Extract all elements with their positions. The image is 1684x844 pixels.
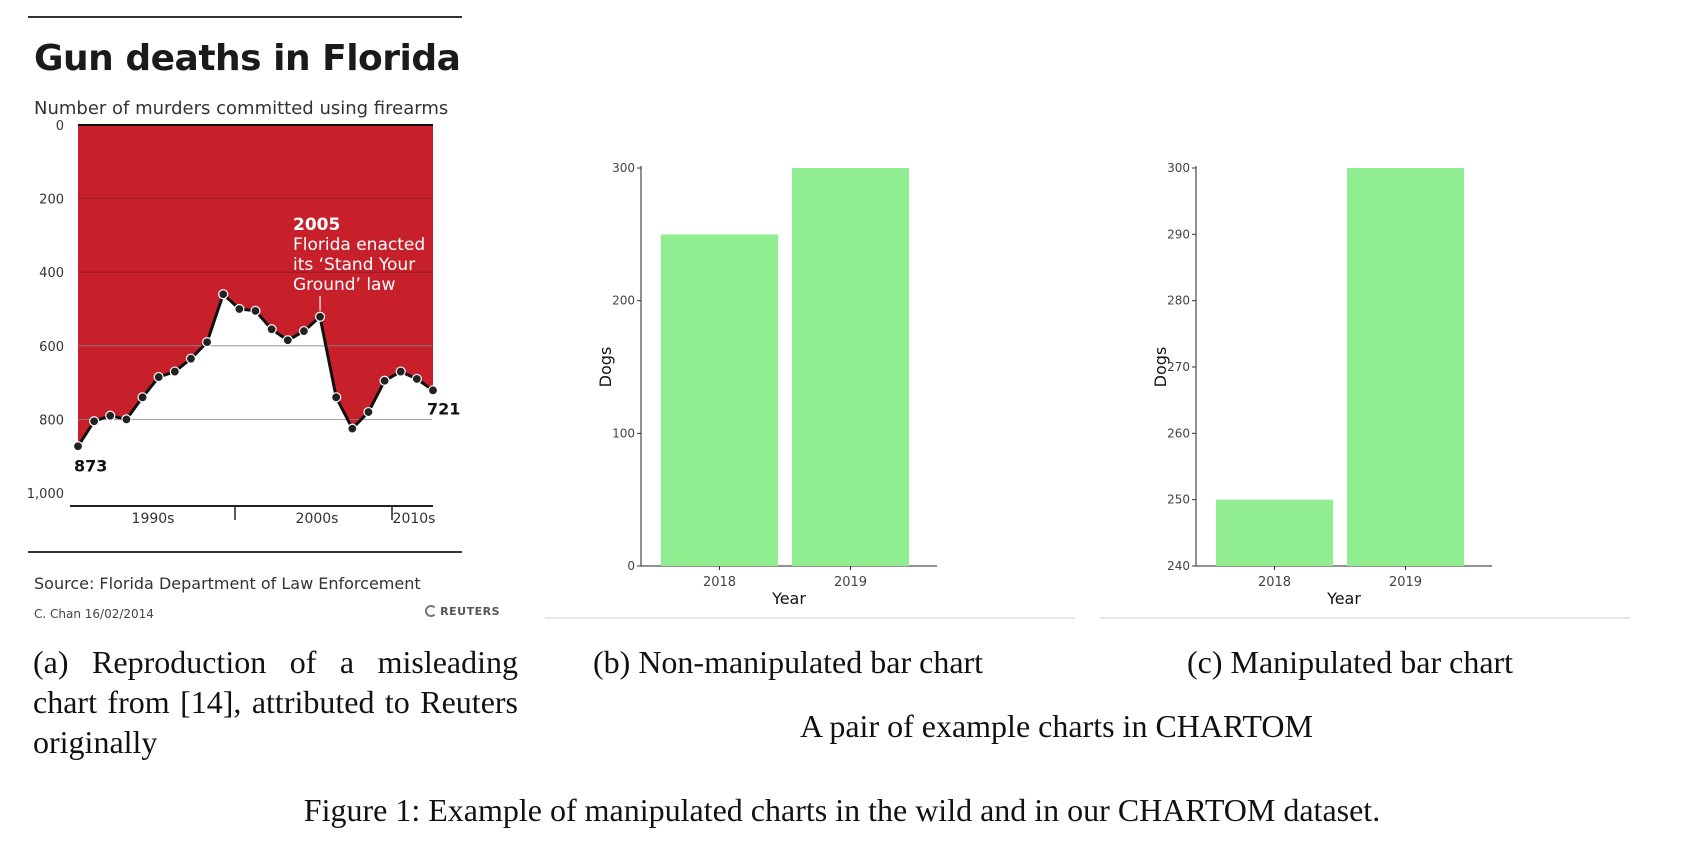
reuters-logo: REUTERS — [425, 605, 500, 618]
caption-a: (a) Reproduction of a misleading chart f… — [33, 644, 518, 760]
data-point — [185, 353, 197, 364]
brand-label: REUTERS — [440, 605, 500, 618]
x-tick-label: 2000s — [296, 511, 339, 527]
bar-2019 — [1347, 168, 1464, 566]
annotation-text: Florida enacted — [293, 235, 425, 255]
y-tick-label: 800 — [39, 413, 64, 428]
data-point — [395, 366, 406, 377]
y-tick-label: 300 — [1167, 161, 1190, 175]
y-tick-label: 200 — [39, 193, 64, 208]
group-caption: A pair of example charts in CHARTOM — [800, 708, 1313, 744]
data-point — [266, 324, 277, 335]
figure-caption: Figure 1: Example of manipulated charts … — [303, 792, 1381, 828]
chart-credit: C. Chan 16/02/2014 — [34, 607, 154, 621]
y-tick-label: 1,000 — [28, 487, 64, 502]
data-point — [331, 392, 342, 403]
x-tick-label: 2010s — [393, 511, 436, 527]
bar-2019 — [792, 168, 909, 566]
chart-subtitle: Number of murders committed using firear… — [34, 98, 449, 119]
data-point — [137, 392, 148, 403]
x-tick-label: 2019 — [1389, 575, 1422, 590]
annotation-year: 2005 — [293, 215, 340, 235]
y-tick-label: 300 — [612, 161, 635, 175]
y-axis-title: Dogs — [1151, 347, 1170, 388]
data-point — [250, 305, 261, 316]
bar-chart-manipulated: 240 250 260 270 280 290 300 2018 2019 Year Dogs — [1100, 161, 1630, 619]
annotation-text: Ground’ law — [293, 275, 395, 295]
y-tick-label: 0 — [627, 559, 635, 573]
caption-c: (c) Manipulated bar chart — [1187, 644, 1514, 680]
y-tick-label: 260 — [1167, 426, 1190, 440]
x-tick-label: 1990s — [132, 511, 175, 527]
data-point — [379, 375, 390, 386]
data-point — [105, 410, 116, 421]
y-tick-label: 250 — [1167, 493, 1190, 507]
data-point — [427, 385, 439, 396]
bar-2018 — [1216, 499, 1333, 566]
x-axis-title: Year — [771, 589, 806, 608]
data-point — [201, 337, 213, 348]
annotation-text: its ‘Stand Your — [293, 255, 415, 275]
y-tick-label: 290 — [1167, 227, 1190, 241]
y-tick-label: 240 — [1167, 559, 1190, 573]
y-tick-label: 270 — [1167, 360, 1190, 374]
y-axis-title: Dogs — [596, 347, 615, 388]
chart-title: Gun deaths in Florida — [34, 38, 461, 79]
y-tick-label: 0 — [56, 119, 64, 134]
y-tick-label: 200 — [612, 294, 635, 308]
bar-2018 — [661, 234, 778, 566]
data-point — [298, 325, 310, 337]
data-point — [218, 289, 229, 300]
area-fill — [78, 125, 433, 447]
data-point — [72, 441, 84, 452]
data-point — [121, 414, 132, 425]
chart-source: Source: Florida Department of Law Enforc… — [34, 574, 421, 593]
data-point — [314, 311, 326, 322]
y-tick-label: 600 — [39, 340, 64, 355]
data-point — [89, 416, 100, 427]
data-point — [411, 373, 422, 385]
data-point — [282, 335, 293, 346]
data-point — [234, 303, 245, 315]
reuters-logo-icon — [425, 605, 438, 617]
y-tick-label: 100 — [612, 426, 635, 440]
x-tick-label: 2018 — [1258, 575, 1291, 590]
x-tick-label: 2018 — [703, 575, 736, 590]
x-tick-label: 2019 — [834, 575, 867, 590]
reuters-chart-panel: Gun deaths in Florida Number of murders … — [28, 14, 506, 626]
bar-chart-non-manipulated: 0 100 200 300 2018 2019 Year Dogs — [545, 161, 1075, 619]
end-value-label: 721 — [427, 399, 460, 418]
start-value-label: 873 — [74, 456, 107, 475]
x-axis-title: Year — [1326, 589, 1361, 608]
data-point — [169, 366, 180, 377]
caption-b: (b) Non-manipulated bar chart — [593, 644, 984, 680]
data-point — [363, 406, 374, 418]
data-point — [347, 423, 358, 434]
y-tick-label: 400 — [39, 266, 64, 281]
y-tick-label: 280 — [1167, 294, 1190, 308]
data-point — [153, 371, 164, 383]
